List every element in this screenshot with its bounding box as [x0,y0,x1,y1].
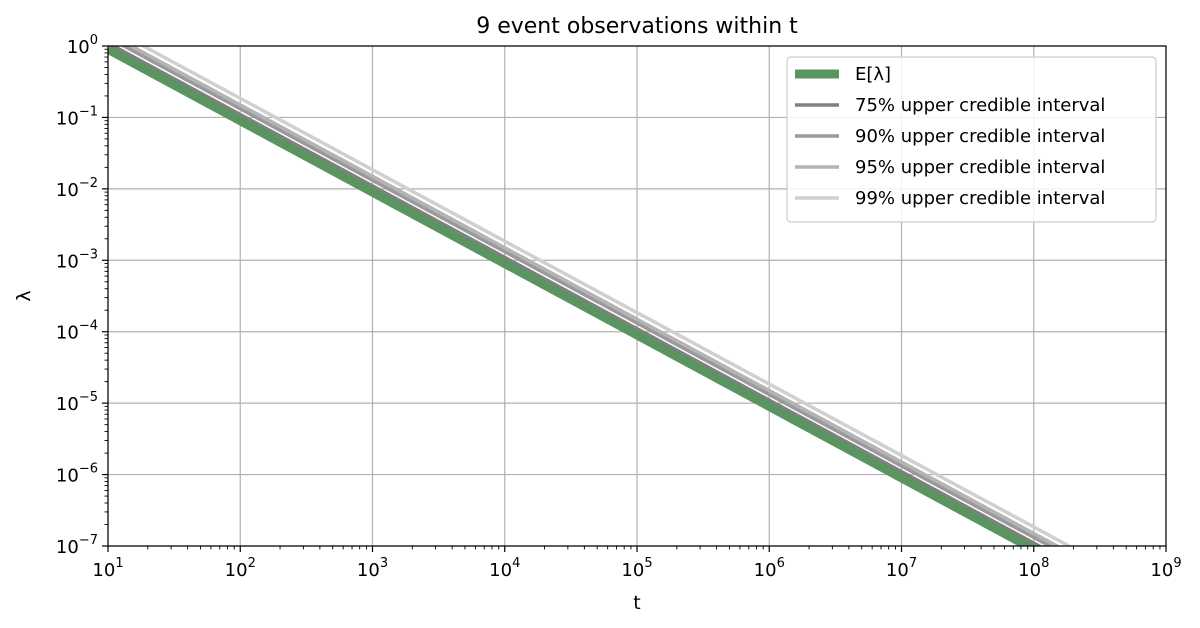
legend-box [786,56,1157,223]
x-tick-label: 105 [621,556,652,581]
series-line-interval [109,46,1043,546]
series-line-interval [127,46,1061,546]
series-lines [108,46,1073,546]
legend-label: 75% upper credible interval [855,95,1105,116]
series-line-mean [108,46,1038,546]
legend-label: 95% upper credible interval [855,157,1105,178]
y-tick-label: 10−6 [56,462,98,487]
y-tick-label: 10−3 [56,247,98,272]
y-tick-label: 10−2 [56,176,98,201]
x-tick-label: 104 [489,556,520,581]
x-tick-label: 106 [754,556,785,581]
y-tick-label: 10−1 [56,104,98,129]
y-tick-label: 100 [67,33,98,58]
y-tick-label: 10−7 [56,533,98,558]
x-axis-label: t [633,592,640,614]
chart-title: 9 event observations within t [476,14,798,39]
x-tick-label: 103 [357,556,388,581]
y-tick-label: 10−5 [56,390,98,415]
x-tick-label: 102 [225,556,256,581]
axis-ticks: 101 102 103 104 105 106 107 108 109 100 10−1 10−2 10… [56,33,1182,581]
x-tick-label: 101 [92,556,123,581]
series-line-interval [120,46,1054,546]
legend: E[λ] 75% upper credible interval 90% upper… [786,56,1157,223]
legend-label: 99% upper credible interval [855,188,1105,209]
x-tick-label: 107 [886,556,917,581]
legend-label: 90% upper credible interval [855,126,1105,147]
x-tick-label: 109 [1150,556,1181,581]
y-tick-label: 10−4 [56,319,98,344]
series-line-interval [139,46,1073,546]
legend-label: E[λ] [855,64,891,85]
x-tick-label: 108 [1018,556,1049,581]
y-axis-label: λ [13,290,35,301]
